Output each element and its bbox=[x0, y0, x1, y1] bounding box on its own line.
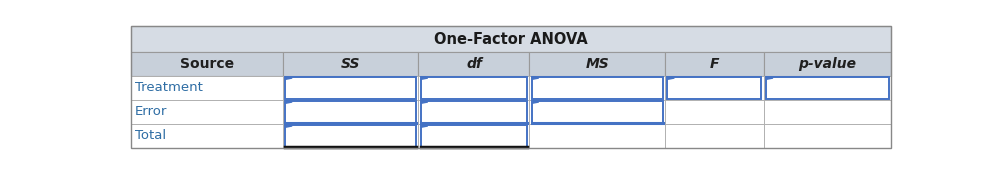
Bar bbox=[419, 124, 529, 148]
Bar bbox=[764, 124, 891, 148]
Bar bbox=[529, 124, 665, 148]
Bar bbox=[764, 100, 891, 124]
Bar bbox=[665, 76, 764, 100]
Bar bbox=[285, 101, 416, 123]
Bar bbox=[421, 101, 527, 123]
Polygon shape bbox=[286, 77, 292, 79]
Polygon shape bbox=[422, 77, 428, 79]
Bar bbox=[285, 77, 416, 99]
Bar bbox=[285, 125, 416, 147]
Bar bbox=[131, 76, 283, 100]
Bar bbox=[421, 125, 527, 147]
Bar bbox=[665, 124, 764, 148]
Bar bbox=[764, 76, 891, 100]
Bar bbox=[764, 52, 891, 76]
Bar bbox=[283, 52, 419, 76]
Bar bbox=[419, 76, 529, 100]
Bar bbox=[131, 26, 891, 52]
Bar bbox=[283, 100, 419, 124]
Text: Total: Total bbox=[135, 129, 166, 142]
Bar bbox=[283, 124, 419, 148]
Text: df: df bbox=[466, 57, 482, 71]
Polygon shape bbox=[532, 77, 538, 79]
Polygon shape bbox=[668, 77, 674, 79]
Bar bbox=[531, 77, 663, 99]
Text: p-value: p-value bbox=[799, 57, 856, 71]
Bar bbox=[531, 101, 663, 123]
Bar bbox=[529, 52, 665, 76]
Bar bbox=[131, 52, 283, 76]
Polygon shape bbox=[422, 101, 428, 103]
Bar bbox=[667, 77, 762, 99]
Text: F: F bbox=[710, 57, 719, 71]
Polygon shape bbox=[286, 101, 292, 103]
Polygon shape bbox=[286, 125, 292, 127]
Text: Error: Error bbox=[135, 105, 166, 118]
Text: MS: MS bbox=[585, 57, 609, 71]
Bar bbox=[529, 76, 665, 100]
Polygon shape bbox=[767, 77, 773, 79]
Bar bbox=[665, 100, 764, 124]
Text: SS: SS bbox=[341, 57, 361, 71]
Text: One-Factor ANOVA: One-Factor ANOVA bbox=[434, 31, 588, 47]
Bar bbox=[283, 76, 419, 100]
Polygon shape bbox=[532, 101, 538, 103]
Bar bbox=[766, 77, 888, 99]
Polygon shape bbox=[422, 125, 428, 127]
Bar bbox=[665, 52, 764, 76]
Text: Source: Source bbox=[179, 57, 234, 71]
Bar bbox=[529, 100, 665, 124]
Text: Treatment: Treatment bbox=[135, 81, 202, 94]
Bar bbox=[419, 52, 529, 76]
Bar bbox=[131, 124, 283, 148]
Bar bbox=[131, 100, 283, 124]
Bar bbox=[419, 100, 529, 124]
Bar bbox=[421, 77, 527, 99]
